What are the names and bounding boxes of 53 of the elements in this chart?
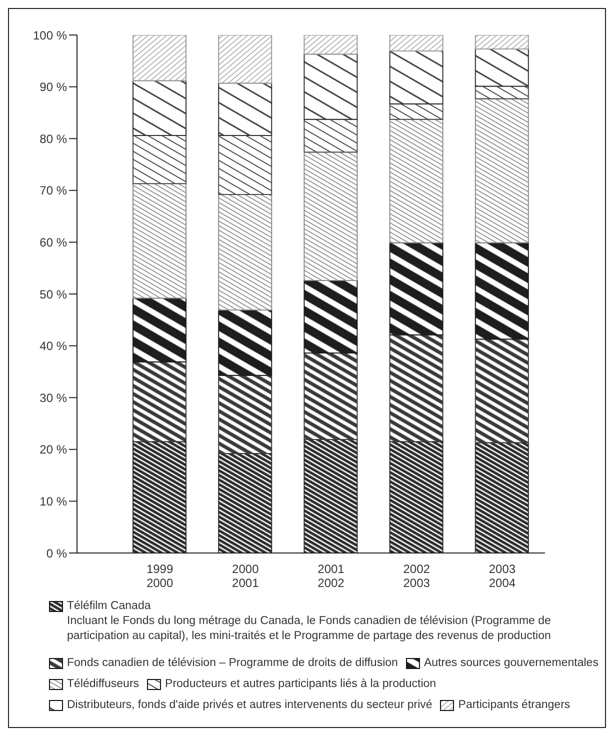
bar: [304, 280, 358, 354]
legend-label: Autres sources gouvernementales: [424, 656, 598, 671]
legend-label: Fonds canadien de télévision – Programme de droits de diffusion: [67, 656, 398, 671]
bar: [218, 194, 272, 311]
bar: [132, 298, 186, 362]
bar: [218, 134, 272, 196]
bar: [389, 50, 444, 104]
bar: [218, 35, 272, 84]
y-tick-label: 50 %: [40, 287, 68, 302]
text: Incluant le Fonds du long métrage du Canada, le Fonds canadien de télévision (Programme de participation au capital), les mini-traités et le Programme de partage des revenus de production: [66, 614, 552, 644]
bar: [304, 152, 358, 282]
bar: [389, 334, 444, 442]
y-tick-label: 100 %: [32, 28, 68, 42]
bar: [474, 242, 529, 340]
y-tick-label: 60 %: [40, 235, 68, 250]
bar: [389, 103, 444, 120]
bar: [474, 98, 529, 244]
bar: [474, 35, 529, 50]
y-tick-label: 30 %: [40, 390, 68, 405]
bar: [132, 183, 186, 299]
y-tick-label: 20 %: [40, 442, 68, 457]
bar: [389, 242, 444, 336]
bar: [389, 118, 444, 244]
legend-label: Participants étrangers: [458, 698, 570, 713]
bar: [218, 310, 272, 376]
legend-label: Distributeurs, fonds d'aide privés et autres intervenents du secteur privé: [67, 698, 432, 713]
x-tick-label: 2003 2004: [488, 562, 516, 590]
y-tick-label: 10 %: [40, 494, 68, 508]
legend-label: Producteurs et autres participants liés à la production: [165, 677, 436, 692]
bar: [389, 35, 444, 52]
y-tick-label: 70 %: [40, 184, 68, 198]
y-tick-label: 0 %: [46, 546, 68, 560]
legend-label: Téléfilm Canada: [67, 599, 151, 614]
y-tick-label: 90 %: [40, 80, 68, 94]
bar: [218, 374, 272, 454]
bar: [132, 80, 186, 136]
bar: [474, 48, 529, 87]
y-tick-label: 80 %: [40, 132, 68, 146]
bar: [218, 82, 272, 136]
legend-label: Télédiffuseurs: [67, 677, 140, 692]
bar: [304, 352, 358, 440]
bar: [304, 54, 358, 120]
x-tick-label: 2002 2003: [403, 562, 430, 590]
bar: [474, 338, 529, 444]
bar: [304, 35, 358, 55]
x-tick-label: 2001 2002: [318, 562, 345, 590]
bar: [132, 361, 186, 442]
y-tick-label: 40 %: [40, 339, 68, 354]
x-tick-label: 2000 2001: [232, 562, 260, 590]
bar: [304, 118, 358, 153]
bar: [132, 134, 186, 184]
x-tick-label: 1999 2000: [146, 562, 174, 590]
bar: [132, 35, 186, 82]
